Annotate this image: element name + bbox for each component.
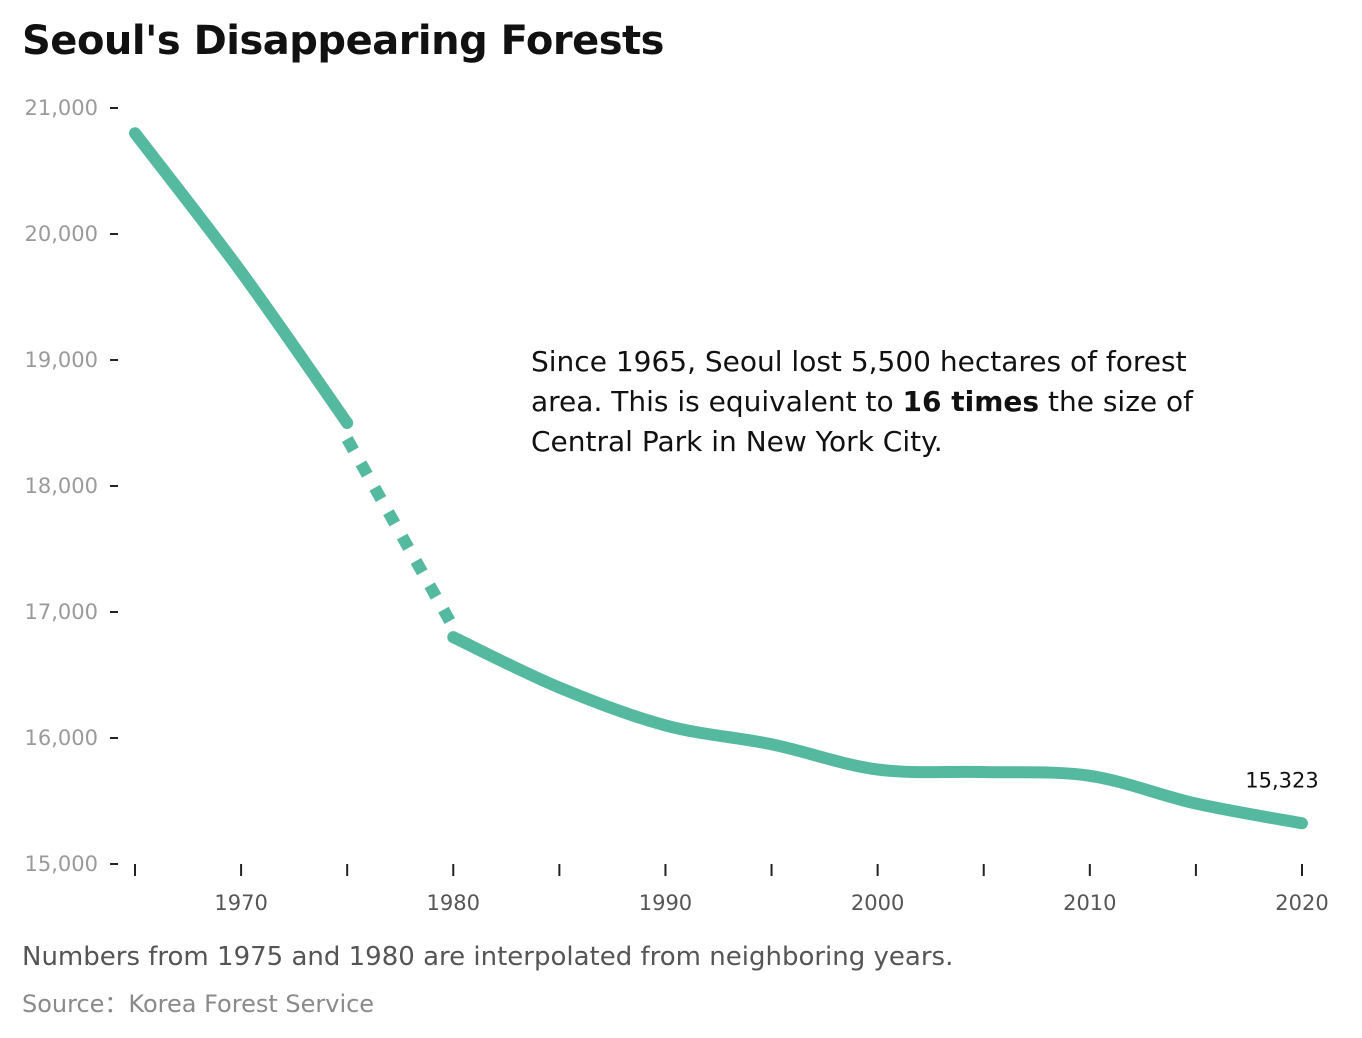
annotation-text-before: Since 1965, Seoul lost 5,500 hectares of… [531, 345, 1187, 418]
annotation-text-after: the size of Central Park in New York Cit… [531, 385, 1193, 458]
x-tick-label: 2000 [851, 891, 904, 915]
x-axis: 1970 1980 1990 2000 2010 2020 [134, 864, 1329, 915]
series-forest-area [129, 127, 1308, 830]
x-tick-label: 2010 [1063, 891, 1116, 915]
y-tick-label: 18,000 [25, 474, 98, 498]
data-label-2020: 15,323 [1245, 768, 1318, 792]
x-tick-label: 1980 [427, 891, 480, 915]
data-labels: 15,323 [1245, 768, 1318, 792]
y-tick-label: 17,000 [25, 600, 98, 624]
footnote: Numbers from 1975 and 1980 are interpola… [22, 942, 954, 972]
y-tick-label: 15,000 [25, 852, 98, 876]
series-line-solid-early [129, 127, 354, 429]
y-tick-label: 16,000 [25, 726, 98, 750]
y-tick-label: 19,000 [25, 348, 98, 372]
y-axis: 21,000 20,000 19,000 18,000 17,000 16,000 15,0… [25, 96, 118, 876]
x-tick-label: 2020 [1275, 891, 1328, 915]
annotation-text: Since 1965, Seoul lost 5,500 hectares of… [531, 342, 1251, 462]
series-line-solid-late [447, 631, 1308, 830]
source-credit: Source：Korea Forest Service [22, 990, 375, 1018]
series-line-interpolated [341, 436, 459, 631]
y-tick-label: 20,000 [25, 222, 98, 246]
y-tick-label: 21,000 [25, 96, 98, 120]
x-tick-label: 1970 [214, 891, 267, 915]
chart-title: Seoul's Disappearing Forests [22, 18, 664, 64]
annotation-emphasis: 16 times [902, 385, 1040, 418]
x-tick-label: 1990 [639, 891, 692, 915]
